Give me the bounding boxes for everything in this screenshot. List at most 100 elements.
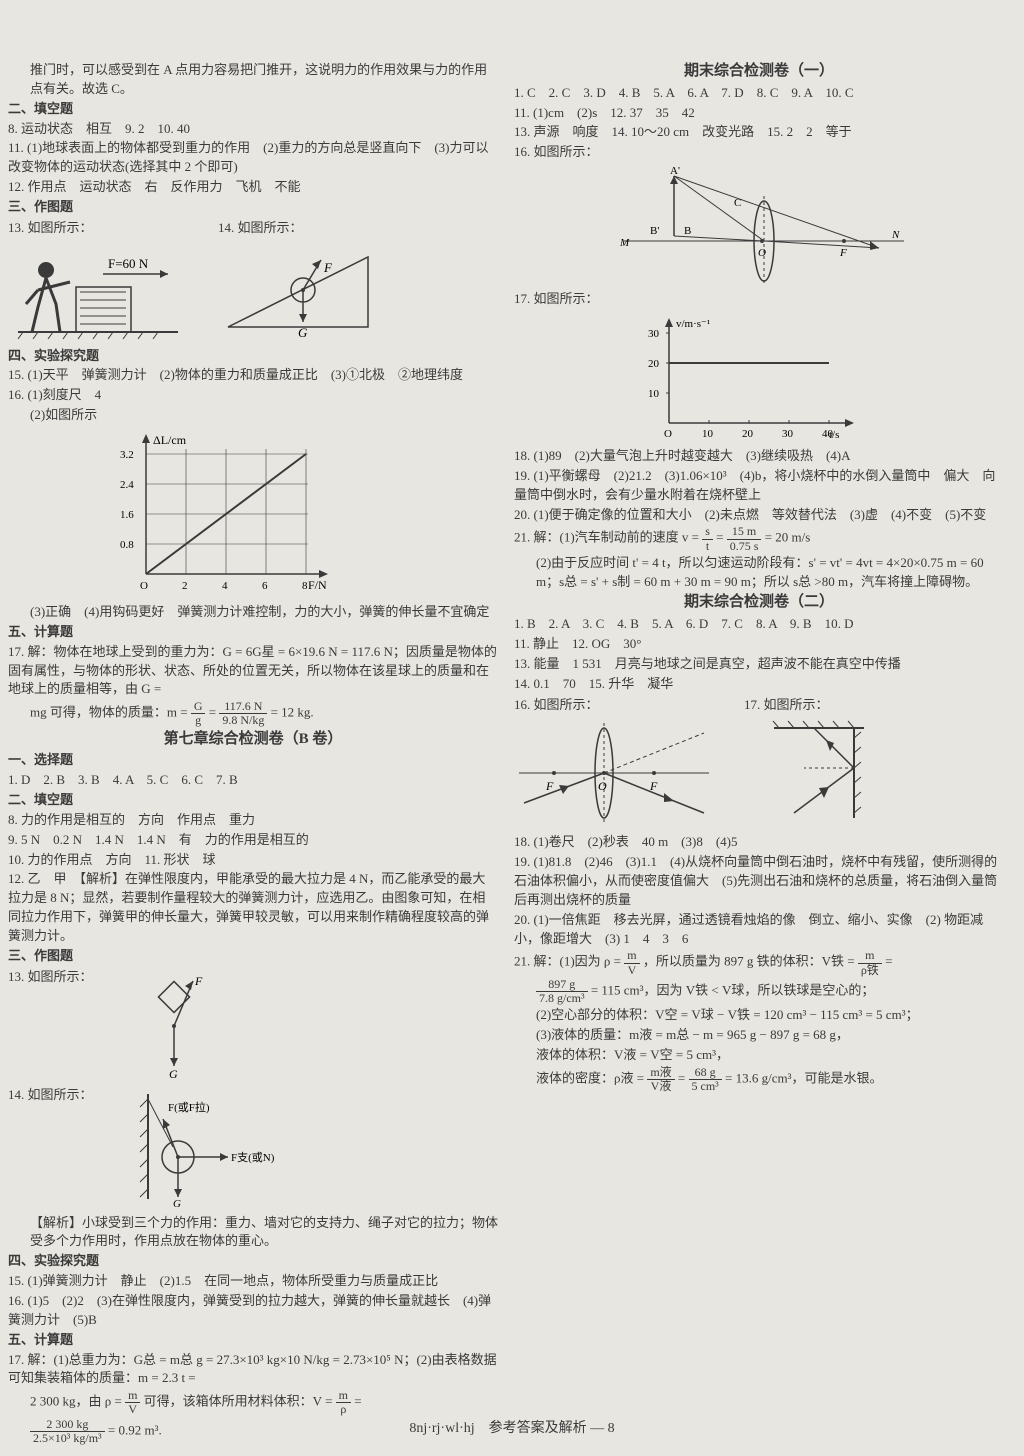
r21a-eq: =	[716, 530, 727, 545]
e16-f1: F	[545, 779, 554, 793]
e2-18: 18. (1)卷尺 (2)秒表 40 m (3)8 (4)5	[514, 833, 1004, 852]
g17-xt0: O	[664, 428, 672, 440]
e16-o: O	[598, 779, 607, 793]
e2-21a-mid: ，所以质量为 897 g 铁的体积：V铁 =	[643, 954, 858, 969]
exam1-title: 期末综合检测卷（一）	[514, 61, 1004, 83]
xtick-3: 6	[262, 580, 268, 592]
g17-xt2: 20	[742, 428, 754, 440]
b17b-post: =	[354, 1394, 361, 1409]
r13: 13. 声源 响度 14. 10～20 cm 改变光路 15. 2 2 等于	[514, 123, 1004, 142]
e2-13: 13. 能量 1 531 月亮与地球之间是真空，超声波不能在真空中传播	[514, 655, 1004, 674]
r11: 11. (1)cm (2)s 12. 37 35 42	[514, 104, 1004, 123]
e2-21a-pre: 21. 解：(1)因为 ρ =	[514, 954, 624, 969]
f16-a: A'	[670, 166, 680, 177]
r19: 19. (1)平衡螺母 (2)21.2 (3)1.06×10³ (4)b，将小烧…	[514, 467, 1004, 505]
left-column: 推门时，可以感受到在 A 点用力容易把门推开，这说明力的作用效果与力的作用点有关…	[8, 60, 498, 1446]
secB4-head: 四、实验探究题	[8, 1252, 498, 1271]
secB5-head: 五、计算题	[8, 1331, 498, 1350]
l17b-pre: mg 可得，物体的质量：m =	[30, 705, 191, 720]
graph-x-label: F/N	[308, 578, 327, 592]
e2-21a-f1d: V	[624, 964, 639, 977]
r21a-post: = 20 m/s	[765, 530, 811, 545]
line-14: 14. 如图所示：	[218, 219, 378, 238]
xtick-1: 2	[182, 580, 188, 592]
fig-b14-g: G	[173, 1198, 181, 1209]
b8: 8. 力的作用是相互的 方向 作用点 重力	[8, 811, 498, 830]
r21a-f2d: 0.75 s	[727, 540, 762, 553]
g17-yt0: 10	[648, 388, 660, 400]
e2-21a-f1n: m	[624, 949, 639, 963]
exam2-title: 期末综合检测卷（二）	[514, 592, 1004, 614]
e2-20: 20. (1)一倍焦距 移去光屏，通过透镜看烛焰的像 倒立、缩小、实像 (2) …	[514, 911, 1004, 949]
b17b-f2n: m	[336, 1389, 351, 1403]
figure-13: F=60 N	[8, 242, 188, 342]
r21a-f2n: 15 m	[727, 525, 762, 539]
e2-21a-f2n: m	[858, 949, 882, 963]
e2-row1: 1. B 2. A 3. C 4. B 5. A 6. D 7. C 8. A …	[514, 615, 1004, 634]
graph-dl-f: ΔL/cm F/N 0.8 1.6 2.4 3.2 O 2 4 6 8	[108, 429, 338, 599]
sec5-head: 五、计算题	[8, 623, 498, 642]
sec4-head: 四、实验探究题	[8, 347, 498, 366]
l17b-eq: =	[209, 705, 220, 720]
secB1-head: 一、选择题	[8, 751, 498, 770]
e2-21b-fn: 897 g	[536, 978, 588, 992]
xtick-0: O	[140, 580, 148, 592]
b9: 9. 5 N 0.2 N 1.4 N 1.4 N 有 力的作用是相互的	[8, 831, 498, 850]
e2-17: 17. 如图所示：	[744, 696, 874, 715]
line-15: 15. (1)天平 弹簧测力计 (2)物体的重力和质量成正比 (3)①北极 ②地…	[8, 366, 498, 385]
xtick-2: 4	[222, 580, 228, 592]
b17b: 2 300 kg，由 ρ = mV 可得，该箱体所用材料体积：V = mρ =	[8, 1389, 498, 1416]
e2-21f-pre: 液体的密度：ρ液 =	[536, 1070, 647, 1085]
secB2-head: 二、填空题	[8, 791, 498, 810]
fig-b13-f: F	[194, 974, 203, 988]
fig14-label-f: F	[323, 260, 333, 275]
xtick-4: 8	[302, 580, 308, 592]
b17a: 17. 解：(1)总重力为：G总 = m总 g = 27.3×10³ kg×10…	[8, 1351, 498, 1389]
e2-21a-post: =	[885, 954, 892, 969]
line-17b: mg 可得，物体的质量：m = Gg = 117.6 N9.8 N/kg = 1…	[8, 700, 498, 727]
r16: 16. 如图所示：	[514, 143, 1004, 162]
b16: 16. (1)5 (2)2 (3)在弹性限度内，弹簧受到的拉力越大，弹簧的伸长量…	[8, 1292, 498, 1330]
fig-b14-fs: F支(或N)	[231, 1151, 275, 1164]
b13: 13. 如图所示：	[8, 968, 93, 987]
b17b-mid: 可得，该箱体所用材料体积：V =	[144, 1394, 336, 1409]
ytick-0: 0.8	[120, 539, 134, 551]
f2n: 117.6 N	[219, 700, 267, 714]
r21b: (2)由于反应时间 t' = 4 t，所以匀速运动阶段有：s' = vt' = …	[514, 554, 1004, 592]
r18: 18. (1)89 (2)大量气泡上升时越变越大 (3)继续吸热 (4)A	[514, 447, 1004, 466]
ytick-2: 2.4	[120, 479, 134, 491]
b17b-f2d: ρ	[336, 1403, 351, 1416]
line-16b: (2)如图所示	[8, 406, 498, 425]
e2-21f-f1n: m液	[647, 1066, 674, 1080]
l17b-post: = 12 kg.	[271, 705, 314, 720]
g17-yl: v/m·s⁻¹	[676, 318, 710, 330]
fig13-force-label: F=60 N	[108, 256, 149, 271]
fig-b13-g: G	[169, 1067, 178, 1081]
b17b-f1d: V	[125, 1403, 140, 1416]
b17b-f1n: m	[125, 1389, 140, 1403]
fig-b14-f: F(或F拉)	[168, 1100, 210, 1114]
e2-21f-post: = 13.6 g/cm³，可能是水银。	[725, 1070, 882, 1085]
figure-r16: A' C B' B M N O F	[614, 166, 914, 286]
r21a-f1n: s	[702, 525, 713, 539]
b17b-pre: 2 300 kg，由 ρ =	[30, 1394, 125, 1409]
r21a-pre: 21. 解：(1)汽车制动前的速度 v =	[514, 530, 702, 545]
graph-r17: v/m·s⁻¹ t/s 10 20 30 O 10 20 30 40	[634, 313, 864, 443]
b14: 14. 如图所示：	[8, 1086, 93, 1105]
line-17a: 17. 解：物体在地球上受到的重力为：G = 6G星 = 6×19.6 N = …	[8, 643, 498, 700]
ch7-title: 第七章综合检测卷（B 卷）	[8, 729, 498, 751]
secB3-head: 三、作图题	[8, 947, 498, 966]
e2-16: 16. 如图所示：	[514, 696, 714, 715]
e16-f2: F	[649, 779, 658, 793]
e2-21d: (3)液体的质量：m液 = m总 − m = 965 g − 897 g = 6…	[514, 1026, 1004, 1045]
r21a-f1d: t	[702, 540, 713, 553]
e2-21c: (2)空心部分的体积：V空 = V球 − V铁 = 120 cm³ − 115 …	[514, 1006, 1004, 1025]
sec2-head: 二、填空题	[8, 100, 498, 119]
g17-yt2: 30	[648, 328, 660, 340]
figure-e2-17	[744, 718, 874, 828]
e2-21b-fd: 7.8 g/cm³	[536, 992, 588, 1005]
e2-21f: 液体的密度：ρ液 = m液V液 = 68 g5 cm³ = 13.6 g/cm³…	[514, 1066, 1004, 1093]
intro-text: 推门时，可以感受到在 A 点用力容易把门推开，这说明力的作用效果与力的作用点有关…	[8, 61, 498, 99]
b15: 15. (1)弹簧测力计 静止 (2)1.5 在同一地点，物体所受重力与质量成正…	[8, 1272, 498, 1291]
graph-y-label: ΔL/cm	[153, 433, 187, 447]
